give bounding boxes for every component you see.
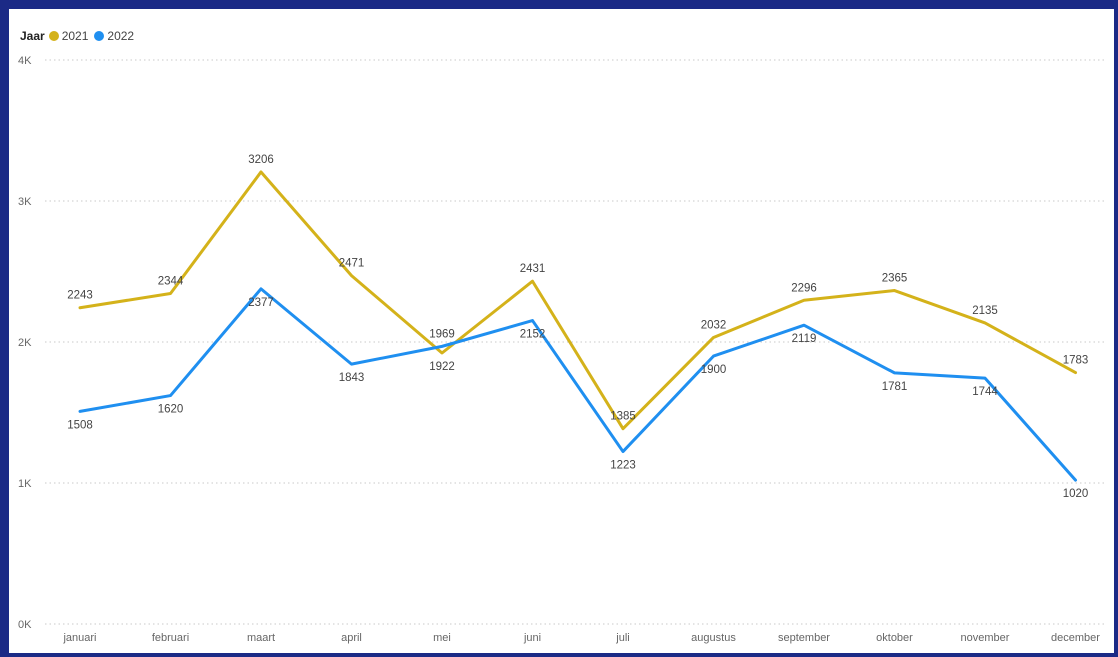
x-tick-label: juli — [615, 632, 629, 644]
data-label-2021: 2365 — [882, 273, 908, 285]
legend-marker-2022 — [94, 31, 105, 41]
data-label-2022: 1744 — [972, 386, 998, 398]
data-label-2021: 2296 — [791, 282, 817, 294]
data-label-2022: 2152 — [520, 329, 546, 341]
data-label-2022: 1969 — [429, 328, 455, 340]
data-label-2022: 1781 — [882, 381, 908, 393]
legend-title: Jaar — [20, 29, 45, 43]
x-tick-label: mei — [433, 632, 451, 644]
y-tick-label: 4K — [18, 55, 32, 67]
data-label-2022: 2377 — [248, 297, 274, 309]
y-tick-label: 0K — [18, 619, 32, 631]
legend-marker-2021 — [48, 31, 59, 41]
y-tick-label: 3K — [18, 196, 32, 208]
data-label-2021: 2344 — [158, 275, 184, 287]
legend-label-2021: 2021 — [61, 29, 89, 43]
x-tick-label: januari — [62, 632, 96, 644]
x-tick-label: maart — [247, 632, 275, 644]
x-tick-label: september — [778, 632, 830, 644]
legend-label-2022: 2022 — [107, 29, 135, 43]
x-tick-label: november — [961, 632, 1010, 644]
data-label-2021: 1922 — [429, 361, 455, 373]
data-label-2022: 1900 — [701, 364, 727, 376]
x-tick-label: april — [341, 632, 362, 644]
y-tick-label: 2K — [18, 337, 32, 349]
data-label-2021: 1783 — [1063, 355, 1089, 367]
data-label-2021: 2431 — [520, 263, 546, 275]
data-label-2021: 3206 — [248, 154, 274, 166]
data-label-2022: 2119 — [792, 333, 817, 345]
data-label-2021: 2243 — [67, 290, 93, 302]
data-label-2021: 1385 — [610, 411, 636, 423]
data-label-2022: 1508 — [67, 419, 93, 431]
data-label-2022: 1620 — [158, 404, 184, 416]
data-label-2021: 2471 — [339, 258, 365, 270]
y-tick-label: 1K — [18, 478, 32, 490]
x-tick-label: februari — [152, 632, 189, 644]
series-line-2022 — [78, 287, 1077, 482]
x-tick-label: juni — [523, 632, 541, 644]
legend-item-2022[interactable]: 2022 — [94, 29, 134, 43]
series-line-2021 — [78, 170, 1077, 431]
x-tick-label: augustus — [691, 632, 736, 644]
legend: Jaar 2021 2022 — [20, 28, 140, 44]
x-tick-label: december — [1051, 632, 1100, 644]
data-label-2022: 1223 — [610, 460, 636, 472]
legend-item-2021[interactable]: 2021 — [48, 29, 89, 43]
data-label-2022: 1020 — [1063, 488, 1089, 500]
data-label-2022: 1843 — [339, 372, 365, 384]
x-tick-label: oktober — [876, 632, 913, 644]
data-label-2021: 2135 — [972, 305, 998, 317]
data-label-2021: 2032 — [701, 319, 727, 331]
